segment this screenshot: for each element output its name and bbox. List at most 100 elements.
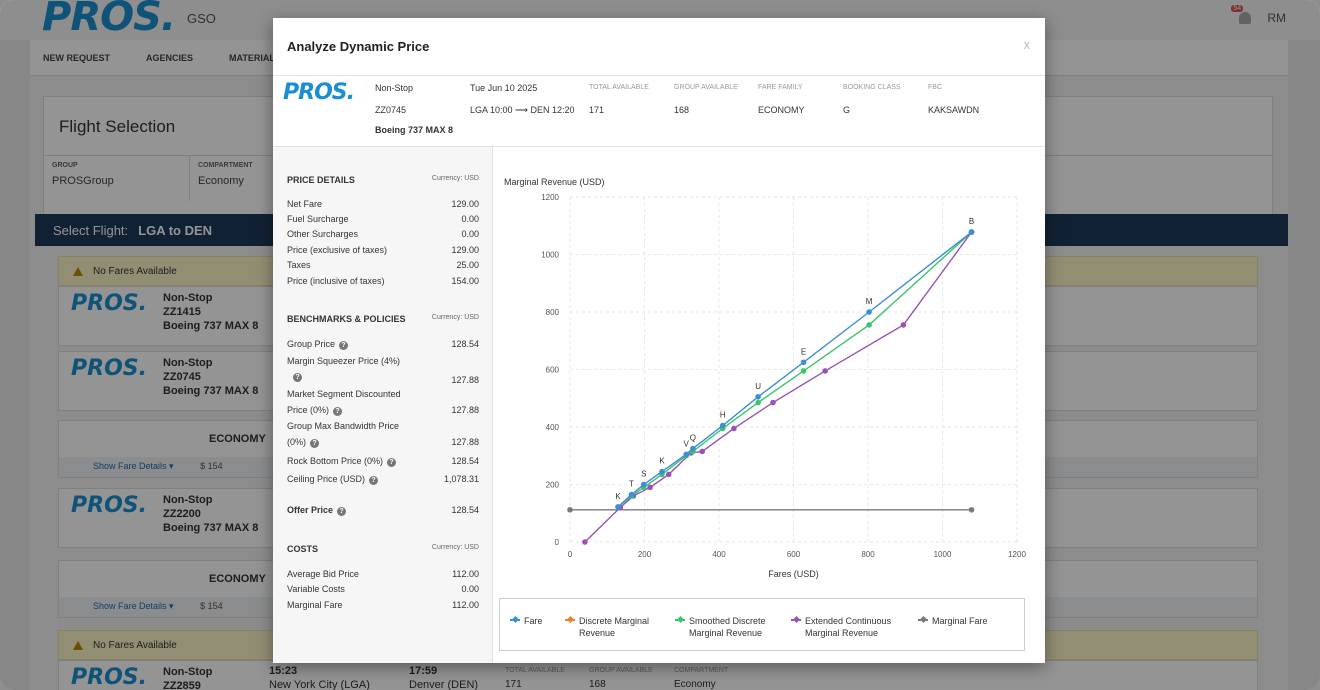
flight-number: ZZ0745 [375, 105, 407, 115]
group-value: PROSGroup [52, 175, 114, 187]
help-icon[interactable]: ? [333, 407, 343, 416]
data-point [719, 422, 726, 429]
benchmark-row: Group Max Bandwidth Price [287, 421, 400, 431]
notification-badge: 54 [1231, 5, 1244, 12]
user-initials[interactable]: RM [1267, 11, 1286, 25]
data-point [615, 504, 621, 510]
y-tick-label: 400 [546, 423, 560, 432]
pros-logo: PROS. [283, 80, 355, 105]
y-tick-label: 600 [546, 366, 560, 375]
show-fare-details-link[interactable]: Show Fare Details [93, 601, 167, 611]
data-point [647, 484, 653, 491]
booking-class-label: BOOKING CLASS [843, 84, 901, 91]
fare-class-label: B [969, 217, 974, 226]
help-icon[interactable]: ? [387, 458, 397, 467]
marginal-revenue-chart-pane: Marginal Revenue (USD) 0 200 400 600 800 1000… [494, 147, 1045, 663]
x-tick-label: 1000 [934, 550, 952, 559]
nav-materialization[interactable]: MATERIALIZA [229, 52, 290, 63]
fbc-label: FBC [928, 84, 942, 91]
total-available-value: 171 [589, 105, 605, 115]
cost-row: Variable Costs 0.00 [287, 584, 479, 594]
y-tick-label: 800 [546, 308, 560, 317]
flight-stops: Non-Stop [375, 83, 414, 93]
fare-class-label: H [720, 411, 726, 420]
analyze-dynamic-price-modal: Analyze Dynamic Price x PROS. Non-Stop Z… [273, 18, 1045, 663]
data-point [968, 507, 975, 513]
fare-class-label: Q [690, 434, 696, 443]
fare-class-label: K [615, 492, 621, 501]
group-available-label: GROUP AVAILABLE [674, 84, 738, 91]
price-row: Net Fare 129.00 [287, 199, 479, 209]
flight-selection-title: Flight Selection [59, 117, 176, 136]
total-available-label: TOTAL AVAILABLE [589, 84, 649, 91]
data-point [822, 368, 828, 374]
x-tick-label: 600 [787, 550, 801, 559]
data-point [900, 322, 907, 328]
benchmarks-title: BENCHMARKS & POLICIES [287, 314, 406, 324]
data-point [866, 309, 872, 315]
pros-logo: PROS. [71, 493, 147, 518]
booking-class-value: G [843, 105, 851, 115]
select-flight-route: LGA to DEN [138, 223, 213, 238]
select-flight-label: Select Flight: [53, 223, 129, 238]
flight-aircraft: Boeing 737 MAX 8 [375, 125, 454, 135]
price-row: Price (inclusive of taxes) 154.00 [287, 276, 479, 286]
fare-class-label: M [866, 297, 873, 306]
show-fare-details-link[interactable]: Show Fare Details [93, 461, 167, 471]
x-tick-label: 1200 [1008, 550, 1026, 559]
help-icon[interactable]: ? [337, 507, 347, 516]
benchmark-row: Market Segment Discounted [287, 389, 401, 399]
data-point [659, 468, 665, 475]
fbc-value: KAKSAWDN [928, 105, 980, 115]
nav-agencies[interactable]: AGENCIES [146, 52, 194, 63]
benchmark-row: Rock Bottom Price (0%)? 128.54 [287, 456, 479, 467]
group-label: GROUP [52, 162, 78, 169]
pros-logo: PROS. [71, 665, 147, 690]
data-point [731, 425, 737, 432]
group-available-value: 168 [674, 105, 690, 115]
x-tick-label: 200 [638, 550, 652, 559]
costs-title: COSTS [287, 544, 319, 554]
price-details-pane: PRICE DETAILS Currency: USD Net Fare 129.0… [273, 147, 493, 663]
x-tick-label: 800 [861, 550, 875, 559]
price-details-title: PRICE DETAILS [287, 175, 355, 185]
flight-date: Tue Jun 10 2025 [470, 83, 538, 93]
pros-logo: PROS. [71, 291, 147, 316]
warning-icon [73, 640, 83, 650]
x-tick-label: 400 [712, 550, 726, 559]
fare-family-value: ECONOMY [758, 105, 805, 115]
fare-class-label: V [684, 439, 690, 448]
help-icon[interactable]: ? [369, 476, 379, 485]
benchmark-row: Margin Squeezer Price (4%) [287, 356, 401, 366]
offer-price-row: Offer Price? 128.54 [287, 505, 479, 516]
fare-class-label: E [801, 347, 806, 356]
pros-logo: PROS. [42, 0, 176, 40]
help-icon[interactable]: ? [339, 341, 349, 350]
close-icon[interactable]: x [1023, 37, 1031, 52]
data-point [770, 399, 776, 406]
fare-class-label: T [629, 480, 634, 489]
y-tick-label: 200 [546, 481, 560, 490]
benchmark-row: Group Price? 128.54 [287, 339, 479, 350]
data-point [800, 359, 807, 366]
price-row: Taxes 25.00 [287, 260, 479, 270]
chart-y-title: Marginal Revenue (USD) [504, 177, 605, 187]
data-point [683, 451, 690, 458]
x-tick-label: 0 [568, 550, 573, 559]
pros-logo: PROS. [71, 356, 147, 381]
price-row: Other Surcharges 0.00 [287, 229, 479, 239]
data-point [968, 229, 975, 235]
cost-row: Average Bid Price 112.00 [287, 569, 479, 579]
data-point [755, 394, 761, 400]
flight-route: LGA 10:00 ⟶ DEN 12:20 [470, 105, 575, 115]
flight-card[interactable]: PROS. Non-Stop ZZ2859 15:23 New York City… [58, 660, 1258, 690]
bell-icon[interactable]: 54 [1231, 5, 1253, 26]
nav-new-request[interactable]: NEW REQUEST [43, 52, 111, 63]
help-icon[interactable]: ? [293, 373, 302, 382]
help-icon[interactable]: ? [310, 439, 320, 448]
fare-class-label: K [659, 457, 665, 466]
data-point [582, 539, 588, 545]
data-point [800, 368, 807, 374]
data-point [628, 491, 635, 498]
